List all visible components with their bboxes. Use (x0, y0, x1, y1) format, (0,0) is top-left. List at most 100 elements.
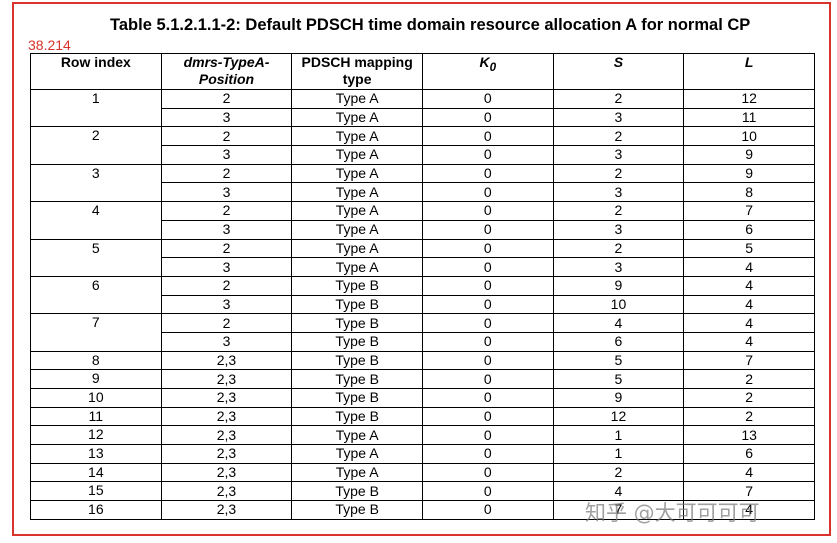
cell: 0 (421, 145, 554, 165)
header-subscript: 0 (489, 60, 497, 74)
cell: 2,3 (160, 350, 293, 371)
cell: 0 (421, 500, 554, 520)
cell: 2 (160, 89, 293, 109)
cell: Type A (291, 107, 423, 128)
cell: Type B (291, 369, 423, 389)
header-text: K (479, 54, 490, 70)
cell: 0 (421, 163, 554, 184)
annotation: 38.214 (28, 37, 71, 53)
cell: 3 (160, 182, 293, 203)
cell: 3 (160, 257, 293, 277)
cell: Type B (291, 388, 423, 408)
cell: 10 (552, 294, 685, 315)
cell: 0 (421, 294, 554, 315)
cell: 2 (552, 462, 685, 483)
table-body: 1 2 Type A 0 2 12 3 Type A 0 3 11 2 2 Type A 0 2 10 3 Type… (30, 88, 815, 520)
cell: 3 (160, 294, 293, 315)
table-row: 3 Type B 0 10 4 (31, 294, 815, 315)
cell: 2,3 (160, 406, 293, 427)
header-cell: Row index (30, 53, 162, 90)
cell: 1 (552, 444, 685, 464)
cell: 2,3 (160, 425, 293, 446)
cell: 0 (421, 425, 554, 446)
cell: 4 (683, 331, 815, 352)
cell: 4 (683, 500, 815, 520)
cell: Type B (291, 500, 423, 520)
cell: 6 (683, 219, 815, 240)
row-index: 3 (30, 163, 162, 203)
cell: 2,3 (160, 369, 293, 389)
cell: 12 (683, 89, 815, 109)
cell: 7 (683, 201, 815, 221)
cell: 2 (683, 388, 815, 408)
cell: 2,3 (160, 500, 293, 520)
cell: 10 (683, 126, 815, 147)
cell: 1 (552, 425, 685, 446)
cell: 0 (421, 350, 554, 371)
row-index: 13 (30, 444, 162, 464)
cell: 3 (160, 219, 293, 240)
cell: 4 (552, 313, 685, 333)
cell: 12 (552, 406, 685, 427)
cell: Type A (291, 219, 423, 240)
cell: 4 (683, 313, 815, 333)
cell: 2 (160, 238, 293, 259)
cell: 0 (421, 481, 554, 502)
cell: 3 (160, 331, 293, 352)
cell: 4 (683, 275, 815, 296)
row-index: 14 (30, 462, 162, 483)
cell: 3 (552, 257, 685, 277)
cell: 0 (421, 369, 554, 389)
cell: 0 (421, 462, 554, 483)
table: Row index dmrs-TypeA-Position PDSCH mappin… (30, 53, 815, 520)
cell: Type B (291, 331, 423, 352)
cell: 4 (683, 462, 815, 483)
cell: 5 (552, 350, 685, 371)
cell: 2,3 (160, 481, 293, 502)
cell: 11 (683, 107, 815, 128)
cell: 4 (683, 294, 815, 315)
cell: Type A (291, 163, 423, 184)
cell: 2 (552, 89, 685, 109)
cell: Type B (291, 275, 423, 296)
cell: 9 (683, 145, 815, 165)
row-index: 12 (30, 425, 162, 446)
cell: 2 (552, 201, 685, 221)
cell: 9 (552, 388, 685, 408)
cell: 0 (421, 406, 554, 427)
cell: Type A (291, 145, 423, 165)
cell: Type A (291, 257, 423, 277)
cell: 7 (683, 350, 815, 371)
table-row: 12 2,3 Type A 0 1 13 (30, 425, 815, 446)
cell: Type A (291, 444, 423, 464)
cell: 2,3 (160, 444, 293, 464)
row-index: 4 (30, 201, 162, 240)
cell: 0 (421, 219, 554, 240)
cell: 2 (552, 126, 685, 147)
row-index: 11 (30, 406, 162, 427)
row-index: 6 (30, 275, 162, 315)
row-index: 16 (30, 500, 162, 520)
header-cell: L (683, 53, 815, 90)
cell: 8 (683, 182, 815, 203)
header-cell: K0 (421, 53, 554, 90)
row-index: 1 (30, 88, 162, 128)
cell: 9 (683, 163, 815, 184)
header-row: Row index dmrs-TypeA-Position PDSCH mappin… (30, 53, 815, 90)
cell: 2 (552, 163, 685, 184)
table-row: 2 2 Type A 0 2 10 (30, 126, 815, 165)
cell: 3 (552, 182, 685, 203)
cell: 13 (683, 425, 815, 446)
cell: 0 (421, 444, 554, 464)
cell: 2 (683, 406, 815, 427)
